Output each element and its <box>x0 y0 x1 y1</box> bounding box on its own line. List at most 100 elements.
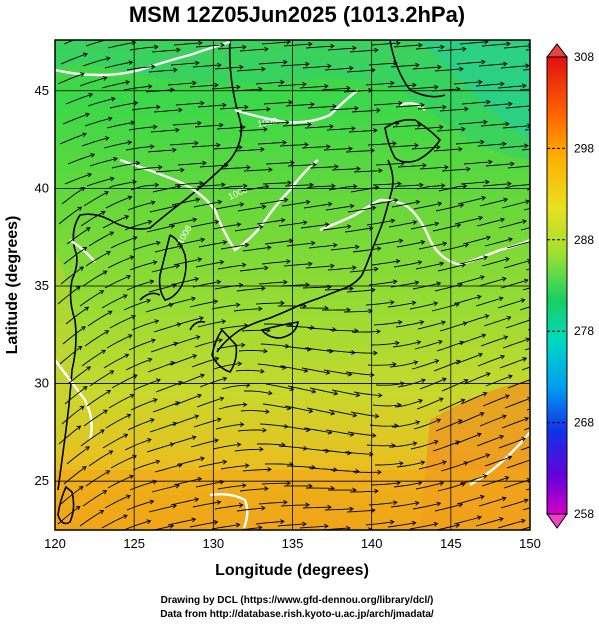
streamline-arrowhead <box>197 120 202 126</box>
streamline-arrowhead <box>180 167 185 173</box>
streamline-arrowhead <box>420 102 425 108</box>
streamline <box>503 260 530 269</box>
streamline-arrowhead <box>521 437 527 442</box>
streamline-arrowhead <box>283 499 288 505</box>
streamline <box>325 429 354 436</box>
streamline-arrowhead <box>200 100 205 106</box>
streamline <box>127 201 155 211</box>
cool-region-northeast <box>420 40 530 140</box>
streamline-arrowhead <box>127 195 133 201</box>
streamline <box>350 411 379 417</box>
streamline-arrowhead <box>86 366 91 371</box>
streamline <box>283 43 312 47</box>
streamline <box>60 486 84 505</box>
streamline-arrowhead <box>310 101 315 107</box>
streamline <box>89 158 118 167</box>
streamline <box>85 251 111 267</box>
streamline-arrowhead <box>459 203 465 208</box>
streamline <box>199 164 228 168</box>
streamline-arrowhead <box>325 370 331 375</box>
streamline <box>261 482 290 485</box>
streamline <box>170 62 199 66</box>
streamline-arrowhead <box>504 257 510 262</box>
streamline-arrowhead <box>457 419 463 424</box>
streamline <box>60 266 84 285</box>
streamline <box>176 238 205 246</box>
streamline-arrowhead <box>395 340 400 346</box>
streamline-arrowhead <box>437 201 443 207</box>
streamline <box>345 371 374 376</box>
streamline-arrowhead <box>419 320 425 325</box>
streamline-arrowhead <box>216 417 222 423</box>
streamline <box>389 361 418 368</box>
streamline-arrowhead <box>302 220 308 226</box>
streamline-arrowhead <box>520 518 526 524</box>
streamline <box>214 504 243 510</box>
streamline <box>392 124 421 128</box>
streamline <box>239 267 268 272</box>
streamline <box>478 63 507 67</box>
streamline <box>277 523 306 527</box>
streamline-arrowhead <box>416 340 422 345</box>
streamline-arrowhead <box>200 456 205 462</box>
streamline <box>370 122 399 126</box>
streamline <box>505 105 530 109</box>
streamline <box>301 367 330 374</box>
streamline-arrowhead <box>349 286 354 292</box>
streamline-arrowhead <box>149 144 155 150</box>
streamline <box>390 64 419 68</box>
streamline <box>58 206 82 225</box>
streamline-arrowhead <box>377 392 383 398</box>
streamline-arrowhead <box>123 433 129 439</box>
streamline <box>501 417 529 429</box>
streamline-arrowhead <box>286 480 291 486</box>
streamline <box>454 433 482 445</box>
streamline <box>171 415 199 426</box>
streamline <box>480 123 509 127</box>
streamline <box>479 198 508 207</box>
streamline <box>62 113 90 125</box>
streamline-arrowhead <box>264 486 269 492</box>
streamline-arrowhead <box>333 242 338 248</box>
streamline <box>330 469 360 472</box>
streamline <box>175 317 204 326</box>
coast-taiwan <box>57 485 75 525</box>
streamline-arrowhead <box>152 398 158 403</box>
coast-sakhalin <box>389 40 446 98</box>
streamline-arrowhead <box>440 183 446 189</box>
streamline-arrowhead <box>415 199 421 205</box>
streamline-arrowhead <box>213 299 219 305</box>
streamline-arrowhead <box>241 483 247 488</box>
streamline-arrowhead <box>412 441 418 447</box>
streamline-arrowhead <box>129 474 134 480</box>
streamline <box>262 182 292 185</box>
streamline <box>189 300 218 308</box>
streamline-arrowhead <box>200 373 205 379</box>
streamline-arrowhead <box>216 142 221 148</box>
streamline <box>109 102 138 109</box>
streamline-arrowhead <box>110 96 116 102</box>
streamline <box>284 405 313 412</box>
streamline-arrowhead <box>305 502 310 508</box>
streamline <box>193 201 222 208</box>
streamline-arrowhead <box>135 160 141 166</box>
streamline <box>194 339 223 348</box>
streamline-arrowhead <box>414 280 420 286</box>
streamline <box>461 315 489 325</box>
streamline <box>481 476 509 487</box>
streamline <box>388 221 417 228</box>
streamline-arrowhead <box>481 59 486 65</box>
streamline <box>396 461 425 468</box>
streamline-arrowhead <box>334 164 339 170</box>
streamline <box>394 184 423 188</box>
colorbar-bottom-arrow <box>546 513 568 529</box>
streamline-arrowhead <box>76 425 82 430</box>
streamline-arrowhead <box>351 126 356 131</box>
streamline-arrowhead <box>237 361 243 367</box>
streamline <box>217 264 246 270</box>
streamline <box>482 183 511 187</box>
streamline <box>173 42 202 46</box>
streamline-arrowhead <box>77 206 83 211</box>
streamline <box>326 127 355 131</box>
streamline <box>153 109 182 113</box>
